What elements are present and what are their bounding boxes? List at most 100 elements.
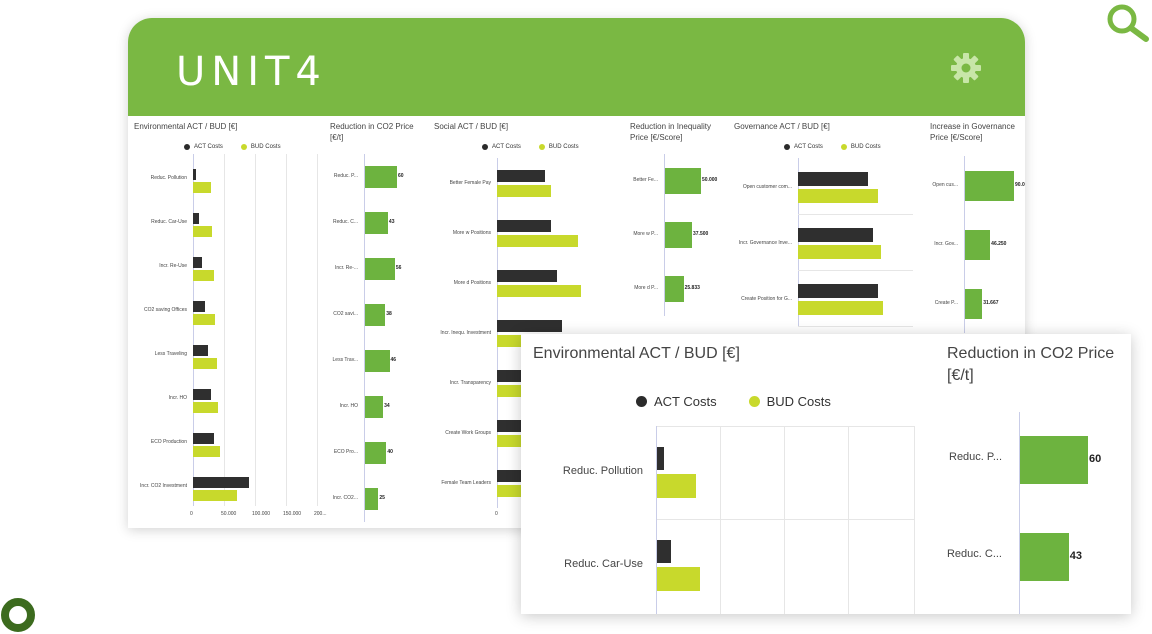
act-legend-label: ACT Costs bbox=[194, 144, 223, 150]
act-legend-label: ACT Costs bbox=[794, 144, 823, 150]
value-bar bbox=[365, 212, 388, 234]
y-axis-line bbox=[364, 154, 365, 522]
category-label: Open cus... bbox=[932, 181, 958, 188]
value-bar bbox=[365, 350, 390, 372]
act-bar bbox=[798, 228, 874, 242]
zoom-legend: ACT Costs BUD Costs bbox=[636, 394, 831, 409]
act-legend-dot bbox=[636, 396, 647, 407]
bud-legend-dot bbox=[240, 144, 247, 150]
y-axis-line bbox=[1019, 412, 1020, 614]
category-label: Incr. Inequ. Investment bbox=[440, 330, 491, 336]
category-label: Incr. Transparency bbox=[449, 380, 491, 386]
category-label: Incr. HO bbox=[168, 395, 187, 401]
value-bar bbox=[365, 166, 397, 188]
gridline bbox=[798, 214, 913, 215]
social-legend: ACT Costs BUD Costs bbox=[482, 144, 579, 150]
y-axis-line bbox=[964, 156, 965, 333]
act-bar bbox=[193, 257, 202, 268]
bud-bar bbox=[193, 358, 217, 369]
category-label: CO2 savi... bbox=[333, 311, 358, 317]
bud-bar bbox=[193, 226, 213, 237]
bud-legend-dot bbox=[840, 144, 847, 150]
x-tick-label: 150.000 bbox=[283, 511, 302, 517]
bud-bar bbox=[798, 189, 878, 203]
y-axis-line bbox=[664, 154, 665, 316]
category-label: Better Fe... bbox=[633, 177, 658, 183]
bud-bar bbox=[657, 567, 700, 591]
data-label: 46 bbox=[390, 357, 397, 363]
act-bar bbox=[193, 345, 208, 356]
data-label: 25 bbox=[379, 495, 385, 501]
x-tick-label: 0 bbox=[495, 511, 498, 517]
value-bar bbox=[365, 258, 395, 280]
co2-price-title-line1: Reduction in CO2 Price bbox=[330, 122, 414, 131]
act-bar bbox=[657, 540, 671, 563]
category-label: Reduc. Pollution bbox=[150, 175, 187, 181]
value-bar bbox=[665, 222, 692, 248]
governance-price-title-line2: Price [€/Score] bbox=[930, 133, 983, 142]
data-label: 25.833 bbox=[684, 285, 700, 291]
y-axis-line bbox=[193, 154, 194, 506]
category-label: More d P... bbox=[634, 285, 658, 291]
gridline bbox=[848, 426, 849, 614]
x-tick-label: 200... bbox=[314, 511, 327, 517]
value-bar bbox=[365, 396, 384, 418]
category-label: Reduc. C... bbox=[332, 219, 358, 225]
act-legend-label: ACT Costs bbox=[654, 394, 717, 409]
act-bar bbox=[193, 301, 205, 312]
category-label: Reduc. Car-Use bbox=[151, 219, 187, 225]
bud-bar bbox=[193, 314, 216, 325]
act-legend-dot bbox=[184, 144, 190, 150]
y-axis-line bbox=[497, 158, 498, 508]
search-icon[interactable] bbox=[1102, 2, 1152, 42]
category-label: Reduc. Pollution bbox=[562, 465, 643, 477]
category-label: Open customer com... bbox=[742, 184, 792, 190]
zoom-right-title: Reduction in CO2 Price [€/t] bbox=[947, 343, 1114, 387]
category-label: Incr. HO bbox=[339, 403, 358, 409]
governance-price-panel-title: Increase in Governance Price [€/Score] bbox=[930, 121, 1015, 143]
category-label: Create Work Groups bbox=[445, 430, 491, 436]
gridline bbox=[224, 154, 225, 506]
gridline bbox=[255, 154, 256, 506]
gridline bbox=[784, 426, 785, 614]
bud-bar bbox=[193, 402, 219, 413]
bud-bar bbox=[798, 245, 881, 259]
category-label: More d Positions bbox=[453, 280, 491, 286]
inequality-title-line2: Price [€/Score] bbox=[630, 133, 683, 142]
category-label: Incr. Governance Inve... bbox=[738, 240, 792, 246]
act-bar bbox=[193, 389, 211, 400]
gridline bbox=[286, 154, 287, 506]
bud-bar bbox=[497, 235, 578, 247]
bud-legend-label: BUD Costs bbox=[850, 144, 881, 150]
header-bar: UNIT4 bbox=[128, 18, 1025, 116]
co2-price-title-line2: [€/t] bbox=[330, 133, 344, 142]
x-tick-label: 50.000 bbox=[221, 511, 237, 517]
act-bar bbox=[497, 270, 558, 282]
unit4-logo: UNIT4 bbox=[176, 49, 327, 95]
co2-price-panel-title: Reduction in CO2 Price [€/t] bbox=[330, 121, 414, 143]
gear-icon[interactable] bbox=[950, 52, 982, 84]
category-label: Female Team Leaders bbox=[441, 480, 491, 486]
category-label: Reduc. C... bbox=[946, 548, 1002, 560]
category-label: ECO Production bbox=[150, 439, 187, 445]
gridline bbox=[656, 519, 914, 520]
category-label: Reduc. Car-Use bbox=[564, 558, 643, 570]
bud-bar bbox=[193, 446, 220, 457]
data-label: 43 bbox=[388, 219, 395, 225]
category-label: Reduc. P... bbox=[949, 451, 1002, 463]
data-label: 90.000 bbox=[1015, 181, 1025, 188]
category-label: More w P... bbox=[633, 231, 658, 237]
x-tick-label: 100.000 bbox=[252, 511, 271, 517]
data-label: 38 bbox=[386, 311, 392, 317]
category-label: Incr. CO2... bbox=[332, 495, 358, 501]
bud-bar bbox=[193, 182, 211, 193]
act-bar bbox=[657, 447, 664, 470]
act-bar bbox=[497, 320, 562, 332]
zoom-title: Environmental ACT / BUD [€] bbox=[533, 345, 740, 362]
bud-legend-dot bbox=[538, 144, 545, 150]
gridline bbox=[914, 426, 915, 614]
act-bar bbox=[193, 213, 199, 224]
act-legend-dot bbox=[482, 144, 488, 150]
data-label: 50.000 bbox=[702, 177, 718, 183]
